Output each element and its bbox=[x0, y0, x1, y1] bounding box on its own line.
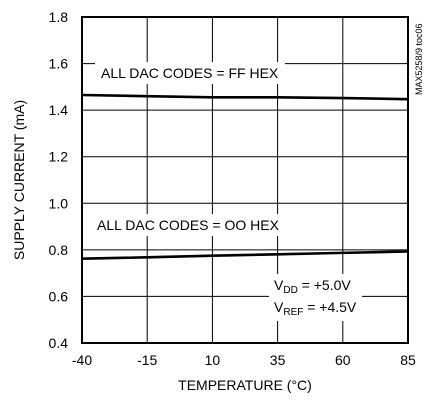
vref-annotation: VREF = +4.5V bbox=[274, 299, 357, 318]
x-axis-label: TEMPERATURE (°C) bbox=[178, 377, 312, 393]
vdd-annotation: VDD = +5.0V bbox=[274, 277, 351, 296]
y-tick-label-2: 0.8 bbox=[49, 242, 69, 258]
tick-labels: -40 -15 10 35 60 85 0.4 0.6 0.8 1.0 1.2 1.4 1.6 1.8 bbox=[49, 9, 416, 368]
series-lines bbox=[81, 93, 409, 261]
series-label-00-bg bbox=[91, 214, 286, 236]
y-tick-label-6: 1.6 bbox=[49, 56, 69, 72]
series-label-00-hex: ALL DAC CODES = OO HEX bbox=[97, 217, 280, 233]
plot-frame bbox=[81, 16, 409, 344]
series-label-ff-hex: ALL DAC CODES = FF HEX bbox=[101, 65, 279, 81]
y-tick-label-3: 1.0 bbox=[49, 195, 69, 211]
x-tick-label-4: 60 bbox=[335, 352, 351, 368]
x-tick-label-3: 35 bbox=[270, 352, 286, 368]
vdd-symbol: V bbox=[274, 277, 284, 293]
x-tick-label-2: 10 bbox=[205, 352, 221, 368]
series-line-0 bbox=[81, 93, 409, 101]
figure-code: MAX5258/9 toc06 bbox=[414, 23, 424, 95]
series-label-ff-bg bbox=[95, 62, 285, 84]
series-label-backgrounds bbox=[91, 62, 362, 321]
y-axis-label: SUPPLY CURRENT (mA) bbox=[11, 100, 27, 260]
vref-symbol: V bbox=[274, 299, 284, 315]
y-tick-label-1: 0.6 bbox=[49, 288, 69, 304]
y-tick-label-0: 0.4 bbox=[49, 335, 69, 351]
vref-subscript: REF bbox=[283, 307, 303, 318]
series-line-1 bbox=[81, 250, 409, 261]
vdd-subscript: DD bbox=[283, 285, 297, 296]
vref-value: = +4.5V bbox=[303, 299, 357, 315]
y-tick-label-7: 1.8 bbox=[49, 9, 69, 25]
x-tick-label-5: 85 bbox=[400, 352, 416, 368]
y-tick-label-5: 1.4 bbox=[49, 102, 69, 118]
supply-annotation-bg bbox=[269, 274, 362, 321]
x-tick-label-1: -15 bbox=[137, 352, 157, 368]
y-tick-label-4: 1.2 bbox=[49, 149, 69, 165]
vdd-value: = +5.0V bbox=[298, 277, 352, 293]
x-tick-label-0: -40 bbox=[72, 352, 92, 368]
